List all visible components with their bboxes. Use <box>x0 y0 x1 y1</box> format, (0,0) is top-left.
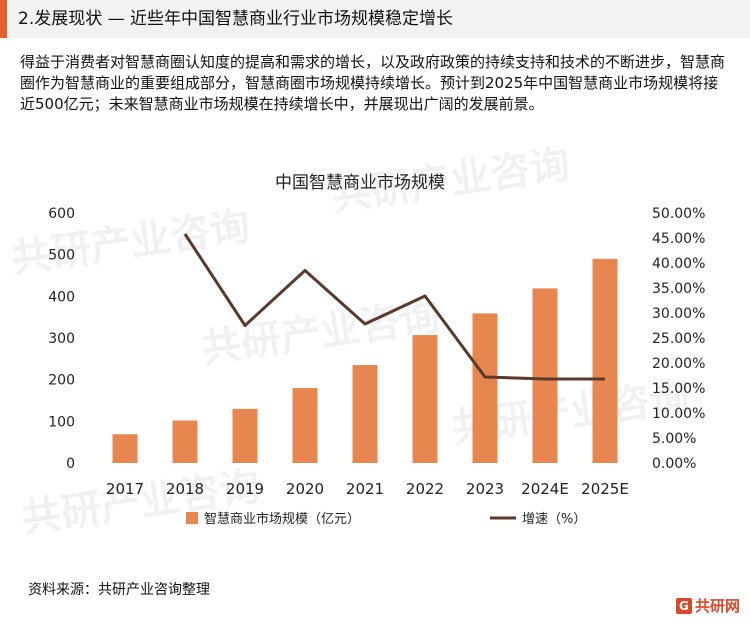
y-right-tick-label: 50.00% <box>652 206 705 222</box>
bar-2021 <box>352 365 378 463</box>
header-bar: 2.发展现状 — 近些年中国智慧商业行业市场规模稳定增长 <box>0 0 750 38</box>
x-tick-label: 2019 <box>226 480 264 498</box>
chart: 中国智慧商业市场规模 0 100 200 300 400 500 600 0.00% 5.00… <box>48 173 705 527</box>
y-right-tick-label: 25.00% <box>652 331 705 347</box>
bar-2025E <box>592 258 618 463</box>
y-left-tick-label: 300 <box>48 331 75 347</box>
header-accent <box>0 0 7 38</box>
x-tick-label: 2022 <box>406 480 444 498</box>
legend-label-bar: 智慧商业市场规模（亿元） <box>204 511 360 527</box>
y-left-tick-label: 500 <box>48 248 75 264</box>
legend-label-line: 增速（%） <box>522 512 586 527</box>
intro-paragraph: 得益于消费者对智慧商圈认知度的提高和需求的增长，以及政府政策的持续支持和技术的不… <box>20 53 726 113</box>
y-right-tick-label: 30.00% <box>652 306 705 322</box>
y-right-tick-label: 45.00% <box>652 231 705 247</box>
y-right-tick-label: 0.00% <box>652 456 696 472</box>
y-right-tick-label: 35.00% <box>652 281 705 297</box>
bar-2023 <box>472 313 498 463</box>
chart-title: 中国智慧商业市场规模 <box>275 173 445 193</box>
brand-logo: G 共研网 <box>675 595 740 616</box>
logo-icon: G <box>675 597 692 614</box>
y-right-tick-label: 10.00% <box>652 406 705 422</box>
y-left-tick-label: 200 <box>48 373 75 389</box>
source-note: 资料来源：共研产业咨询整理 <box>28 582 210 598</box>
x-tick-label: 2020 <box>286 480 324 498</box>
x-tick-label: 2024E <box>521 480 569 498</box>
y-left-tick-label: 400 <box>48 289 75 305</box>
y-right-tick-label: 20.00% <box>652 356 705 372</box>
bar-2020 <box>292 388 318 463</box>
bar-2024E <box>532 288 558 463</box>
bar-2018 <box>172 420 198 463</box>
bar-2022 <box>412 335 438 463</box>
y-left-tick-label: 600 <box>48 206 75 222</box>
y-right-tick-label: 5.00% <box>652 431 696 447</box>
x-tick-label: 2025E <box>581 480 629 498</box>
logo-text: 共研网 <box>694 597 740 615</box>
bar-2017 <box>112 434 138 463</box>
x-tick-label: 2018 <box>166 480 204 498</box>
y-left-tick-label: 100 <box>48 414 75 430</box>
x-tick-label: 2017 <box>106 480 144 498</box>
bar-2019 <box>232 408 258 463</box>
growth-rate-line <box>183 233 605 381</box>
x-tick-label: 2021 <box>346 480 384 498</box>
y-right-tick-label: 40.00% <box>652 256 705 272</box>
page-title: 2.发展现状 — 近些年中国智慧商业行业市场规模稳定增长 <box>18 9 454 29</box>
y-right-tick-label: 15.00% <box>652 381 705 397</box>
legend-swatch-bar <box>186 512 198 524</box>
y-left-tick-label: 0 <box>66 456 75 472</box>
x-tick-label: 2023 <box>466 480 504 498</box>
